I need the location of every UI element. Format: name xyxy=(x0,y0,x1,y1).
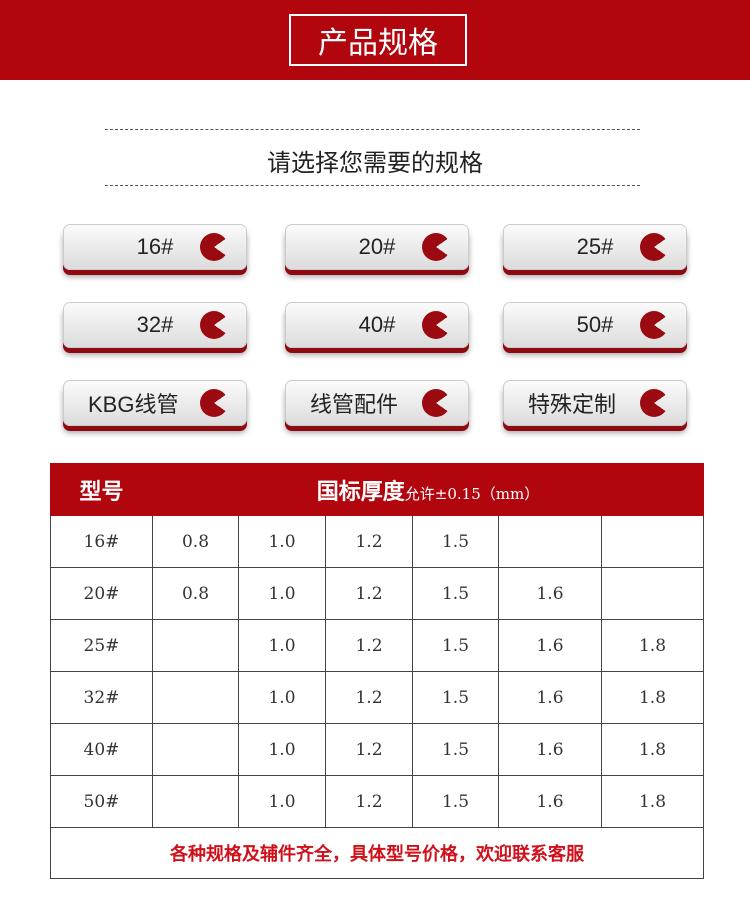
thickness-cell: 1.2 xyxy=(325,619,413,672)
table-row: 20# 0.8 1.0 1.2 1.5 1.6 xyxy=(50,567,704,620)
spec-button[interactable]: 16# xyxy=(63,224,247,270)
thickness-cell: 1.2 xyxy=(325,567,413,620)
thickness-cell xyxy=(152,619,239,672)
thickness-cell: 1.5 xyxy=(412,775,499,828)
pie-icon xyxy=(640,233,668,261)
thickness-cell: 1.6 xyxy=(498,619,602,672)
spec-button[interactable]: 25# xyxy=(503,224,687,270)
footer-note: 各种规格及辅件齐全，具体型号价格，欢迎联系客服 xyxy=(50,827,704,879)
model-cell: 40# xyxy=(50,723,153,776)
page-title: 产品规格 xyxy=(289,14,467,66)
thickness-cell: 1.5 xyxy=(412,515,499,568)
subtitle: 请选择您需要的规格 xyxy=(267,149,483,177)
spec-button[interactable]: 线管配件 xyxy=(285,380,469,426)
model-cell: 25# xyxy=(50,619,153,672)
thickness-cell: 0.8 xyxy=(152,515,239,568)
spec-table: 型号 国标厚度允许±0.15（mm） 16# 0.8 1.0 1.2 1.5 20# 0.8… xyxy=(50,463,704,879)
spec-button[interactable]: 32# xyxy=(63,302,247,348)
table-row: 32# 1.0 1.2 1.5 1.6 1.8 xyxy=(50,671,704,724)
model-cell: 50# xyxy=(50,775,153,828)
model-cell: 32# xyxy=(50,671,153,724)
thickness-cell: 1.5 xyxy=(412,619,499,672)
spec-button-label: 特殊定制 xyxy=(528,392,617,417)
spec-button[interactable]: 40# xyxy=(285,302,469,348)
thickness-cell: 1.6 xyxy=(498,775,602,828)
header-band: 产品规格 xyxy=(0,0,750,80)
thickness-cell: 1.5 xyxy=(412,723,499,776)
table-row: 25# 1.0 1.2 1.5 1.6 1.8 xyxy=(50,619,704,672)
pie-icon xyxy=(200,233,228,261)
thickness-cell: 1.0 xyxy=(238,619,326,672)
header-model: 型号 xyxy=(50,463,153,516)
spec-button[interactable]: 20# xyxy=(285,224,469,270)
thickness-cell: 1.5 xyxy=(412,567,499,620)
thickness-cell: 1.6 xyxy=(498,723,602,776)
spec-button[interactable]: 50# xyxy=(503,302,687,348)
spec-button-label: 线管配件 xyxy=(310,392,399,417)
spec-button-label: 40# xyxy=(358,312,396,337)
spec-button-label: KBG线管 xyxy=(88,392,179,417)
model-cell: 20# xyxy=(50,567,153,620)
thickness-cell: 1.0 xyxy=(238,723,326,776)
spec-button[interactable]: KBG线管 xyxy=(63,380,247,426)
thickness-cell: 1.8 xyxy=(601,723,704,776)
divider xyxy=(105,129,640,130)
pie-icon xyxy=(200,311,228,339)
thickness-cell: 1.0 xyxy=(238,671,326,724)
pie-icon xyxy=(422,233,450,261)
spec-button-label: 50# xyxy=(576,312,614,337)
thickness-cell: 1.2 xyxy=(325,723,413,776)
pie-icon xyxy=(640,311,668,339)
spec-button[interactable]: 特殊定制 xyxy=(503,380,687,426)
thickness-cell xyxy=(498,515,602,568)
thickness-cell: 1.0 xyxy=(238,567,326,620)
spec-button-label: 32# xyxy=(136,312,174,337)
thickness-cell xyxy=(152,671,239,724)
thickness-cell: 1.8 xyxy=(601,775,704,828)
table-row: 40# 1.0 1.2 1.5 1.6 1.8 xyxy=(50,723,704,776)
thickness-cell: 1.2 xyxy=(325,515,413,568)
thickness-cell xyxy=(152,775,239,828)
header-thickness: 国标厚度允许±0.15（mm） xyxy=(152,463,704,516)
thickness-cell: 0.8 xyxy=(152,567,239,620)
thickness-cell: 1.5 xyxy=(412,671,499,724)
thickness-cell: 1.0 xyxy=(238,515,326,568)
thickness-label: 国标厚度 xyxy=(316,479,405,505)
divider xyxy=(105,185,640,186)
pie-icon xyxy=(422,389,450,417)
thickness-cell: 1.8 xyxy=(601,619,704,672)
thickness-cell: 1.6 xyxy=(498,567,602,620)
thickness-cell: 1.8 xyxy=(601,671,704,724)
thickness-cell: 1.6 xyxy=(498,671,602,724)
pie-icon xyxy=(640,389,668,417)
pie-icon xyxy=(422,311,450,339)
thickness-cell xyxy=(601,515,704,568)
table-row: 16# 0.8 1.0 1.2 1.5 xyxy=(50,515,704,568)
thickness-cell: 1.2 xyxy=(325,775,413,828)
table-row: 50# 1.0 1.2 1.5 1.6 1.8 xyxy=(50,775,704,828)
thickness-cell xyxy=(601,567,704,620)
spec-button-label: 25# xyxy=(576,234,614,259)
model-cell: 16# xyxy=(50,515,153,568)
tolerance-note: 允许±0.15（mm） xyxy=(404,484,540,503)
pie-icon xyxy=(200,389,228,417)
thickness-cell xyxy=(152,723,239,776)
thickness-cell: 1.2 xyxy=(325,671,413,724)
thickness-cell: 1.0 xyxy=(238,775,326,828)
spec-button-label: 20# xyxy=(358,234,396,259)
spec-button-label: 16# xyxy=(136,234,174,259)
